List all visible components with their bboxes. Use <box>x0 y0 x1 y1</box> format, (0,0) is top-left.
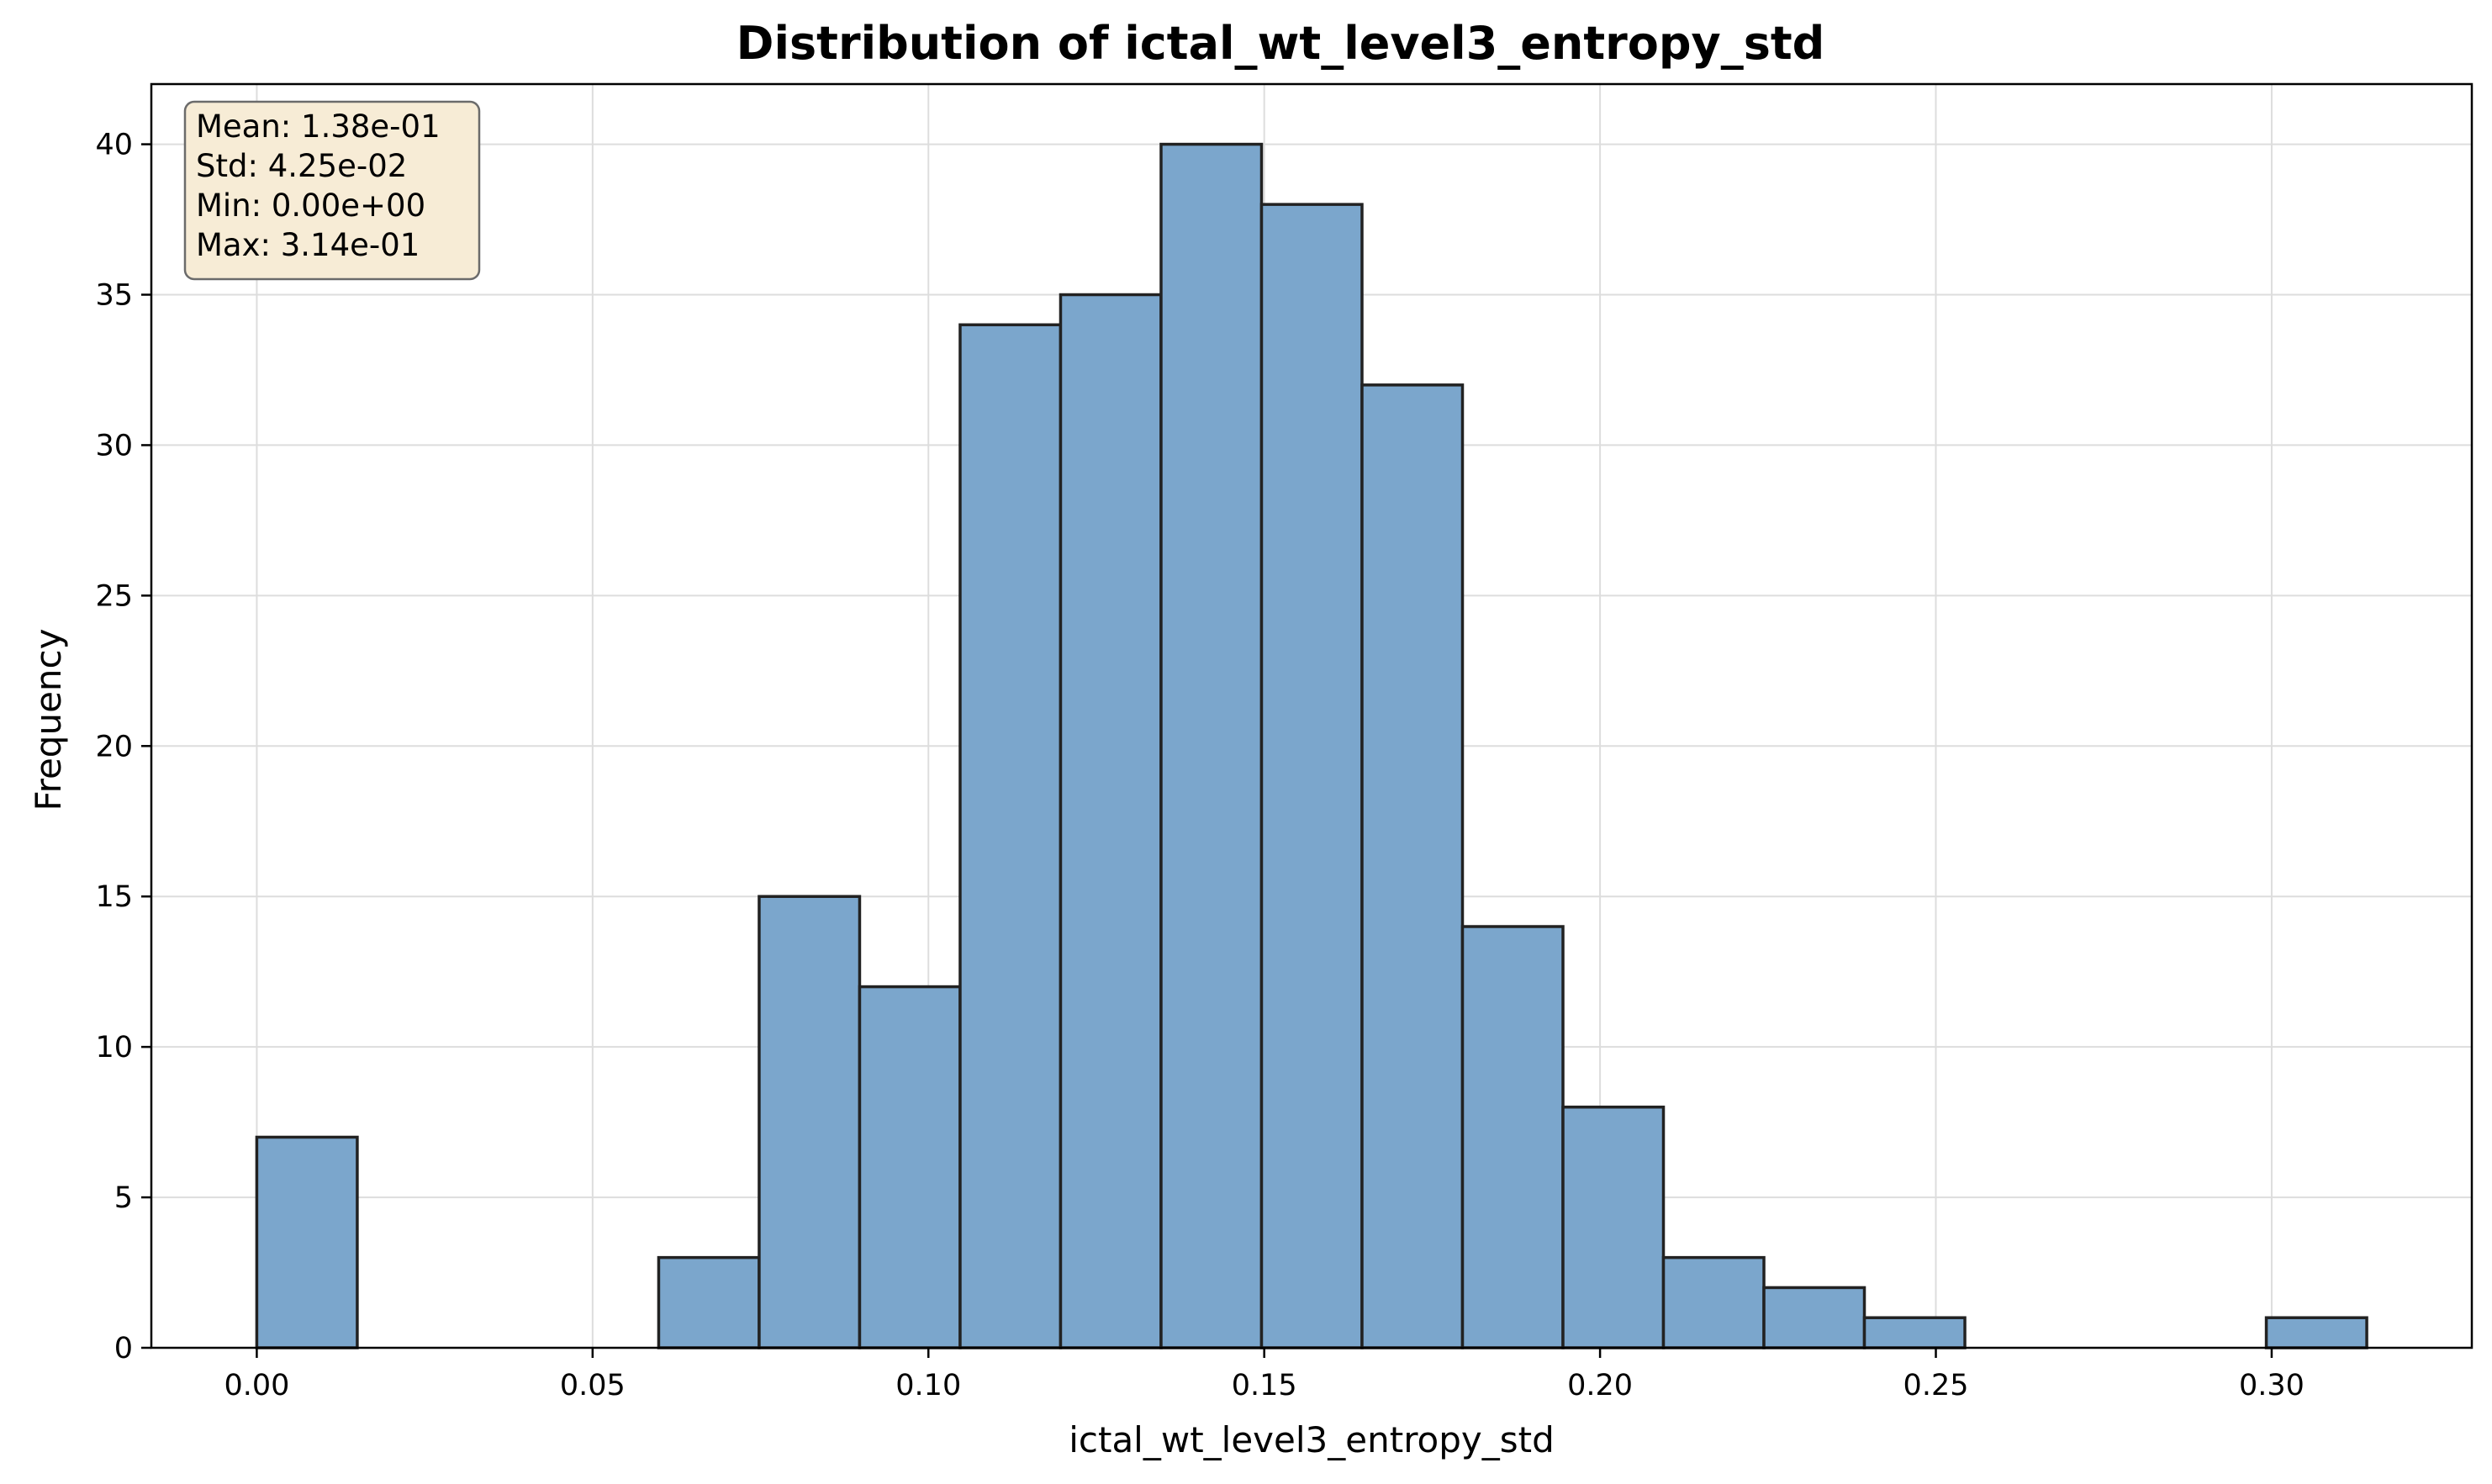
histogram-bar-20 <box>2264 1316 2368 1349</box>
stats-box-background <box>183 100 481 281</box>
stats-min: Min: 0.00e+00 <box>196 187 425 224</box>
x-tick-label-5: 0.25 <box>1903 1369 1969 1402</box>
histogram-bar-13 <box>1561 1105 1666 1349</box>
x-axis-ticks: 0.00 0.05 0.10 0.15 0.20 0.25 0.30 <box>224 1348 2305 1402</box>
histogram-bar-11 <box>1360 383 1465 1349</box>
y-tick-label-0: 0 <box>114 1332 133 1365</box>
histogram-bar-9 <box>1159 142 1264 1349</box>
x-tick-label-2: 0.10 <box>895 1369 961 1402</box>
histogram-bar-15 <box>1762 1286 1866 1349</box>
y-axis-label: Frequency <box>28 629 69 811</box>
y-tick-label-2: 10 <box>95 1031 133 1064</box>
stats-max: Max: 3.14e-01 <box>196 227 420 263</box>
histogram-bar-7 <box>958 323 1063 1349</box>
y-tick-label-5: 25 <box>95 579 133 613</box>
y-tick-label-7: 35 <box>95 279 133 313</box>
chart-title: Distribution of ictal_wt_level3_entropy_… <box>737 17 1825 70</box>
x-axis-label: ictal_wt_level3_entropy_std <box>1069 1419 1555 1460</box>
x-tick-label-0: 0.00 <box>224 1369 289 1402</box>
y-tick-label-1: 5 <box>114 1181 133 1215</box>
histogram-bar-0 <box>255 1135 359 1349</box>
stats-std: Std: 4.25e-02 <box>196 148 407 184</box>
x-tick-label-4: 0.20 <box>1567 1369 1633 1402</box>
x-tick-label-3: 0.15 <box>1232 1369 1297 1402</box>
histogram-bar-10 <box>1259 203 1364 1349</box>
histogram-bar-14 <box>1661 1255 1766 1349</box>
plot-area-frame <box>150 82 2474 1349</box>
x-tick-label-6: 0.30 <box>2239 1369 2305 1402</box>
x-tick-label-1: 0.05 <box>560 1369 626 1402</box>
y-tick-label-6: 30 <box>95 429 133 462</box>
histogram-bar-4 <box>657 1255 761 1349</box>
y-axis-ticks: 0 5 10 15 20 25 30 35 40 <box>95 129 151 1365</box>
y-tick-label-4: 20 <box>95 730 133 763</box>
histogram-bar-16 <box>1862 1316 1967 1349</box>
histogram-bar-6 <box>858 985 962 1349</box>
stats-box: Mean: 1.38e-01 Std: 4.25e-02 Min: 0.00e+… <box>183 100 481 281</box>
y-tick-label-3: 15 <box>95 880 133 914</box>
histogram-bars <box>255 142 2368 1349</box>
stats-mean: Mean: 1.38e-01 <box>196 108 441 145</box>
y-tick-label-8: 40 <box>95 129 133 162</box>
histogram-bar-5 <box>758 895 862 1349</box>
histogram-bar-12 <box>1460 925 1565 1349</box>
histogram-bar-8 <box>1059 293 1163 1349</box>
